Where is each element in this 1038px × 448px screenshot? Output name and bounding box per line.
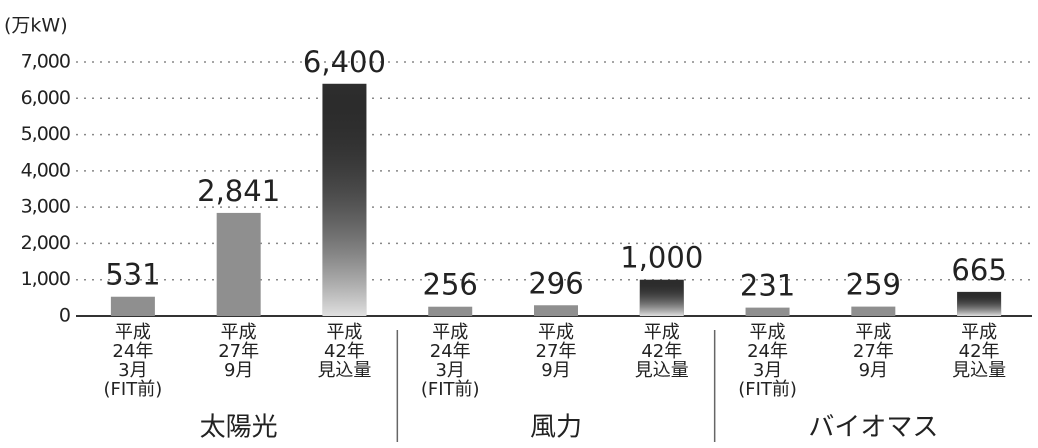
value-label: 6,400 [303,45,386,79]
x-tick-label: 平成 [221,322,257,343]
x-tick-label: 24年 [112,341,153,362]
x-tick-label: 27年 [218,341,259,362]
y-tick-label: 4,000 [21,159,70,181]
x-tick-label: 9月 [859,360,888,381]
value-label: 1,000 [620,241,703,275]
value-label: 2,841 [197,174,280,208]
value-label: 256 [423,268,478,302]
bar [534,305,578,316]
y-tick-label: 7,000 [21,51,70,73]
group-label: 風力 [530,413,582,443]
y-tick-label: 1,000 [21,268,70,290]
y-tick-label: 3,000 [21,196,70,218]
y-tick-label: 5,000 [21,123,70,145]
x-tick-label: 平成 [538,322,574,343]
bar [851,306,896,316]
y-tick-label: 2,000 [21,232,70,254]
x-tick-label: 平成 [961,322,997,343]
x-tick-label: 42年 [641,341,682,362]
value-label: 531 [105,258,160,292]
x-tick-label: 9月 [224,360,253,381]
x-tick-label: 平成 [115,322,151,343]
x-tick-label: 見込量 [317,360,371,381]
x-tick-label: (FIT前) [421,379,480,400]
bar [428,306,473,316]
value-label: 665 [951,253,1006,287]
x-tick-label: 3月 [118,360,147,381]
bar-shade [639,279,684,316]
x-tick-label: 平成 [432,322,468,343]
y-tick-label: 0 [59,305,70,327]
x-tick-label: 平成 [750,322,786,343]
x-tick-label: 平成 [326,322,362,343]
x-tick-label: 平成 [644,322,680,343]
y-unit: (万kW) [4,15,68,37]
x-tick-label: 24年 [430,341,471,362]
value-label: 259 [846,268,901,302]
bar [745,307,790,316]
x-tick-label: 見込量 [952,360,1006,381]
x-tick-label: 24年 [747,341,788,362]
group-label: バイオマス [808,413,938,443]
value-label: 296 [528,266,583,300]
x-tick-label: (FIT前) [738,379,797,400]
x-tick-label: 3月 [435,360,464,381]
x-tick-label: 27年 [853,341,894,362]
x-tick-label: 平成 [855,322,891,343]
y-tick-label: 6,000 [21,87,70,109]
bar-shade [322,83,367,317]
x-tick-label: 3月 [753,360,782,381]
value-label: 231 [740,269,795,303]
bar-shade [957,291,1002,316]
x-tick-label: 9月 [541,360,570,381]
x-tick-label: 27年 [536,341,577,362]
x-tick-label: 42年 [324,341,365,362]
group-label: 太陽光 [200,413,278,443]
x-tick-label: 42年 [959,341,1000,362]
x-tick-label: 見込量 [635,360,689,381]
bar [216,212,261,316]
x-tick-label: (FIT前) [104,379,163,400]
bar [110,296,155,316]
